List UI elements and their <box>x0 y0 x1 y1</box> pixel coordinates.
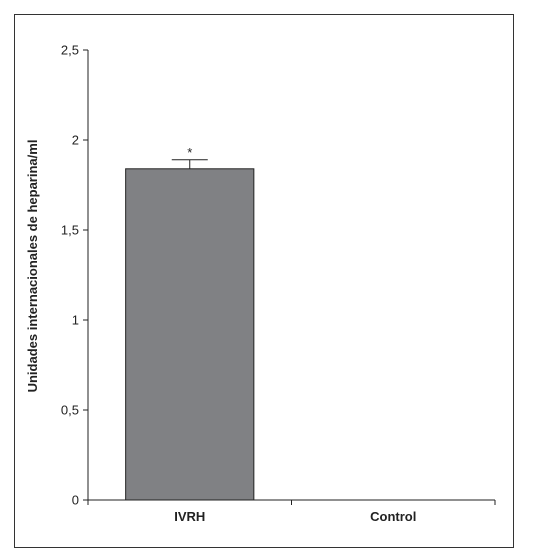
significance-marker: * <box>187 145 192 160</box>
y-axis: 0 0,5 1 1,5 2 2,5 <box>61 43 89 508</box>
y-axis-title: Unidades internacionales de heparina/ml <box>25 140 40 393</box>
y-tick-label: 1,5 <box>61 223 79 238</box>
bar <box>125 168 255 501</box>
x-axis: IVRH Control <box>87 499 496 524</box>
y-tick-label: 1 <box>72 313 79 328</box>
error-bar <box>171 159 208 169</box>
x-tick-label: Control <box>370 509 416 524</box>
y-tick-label: 2,5 <box>61 43 79 58</box>
y-tick-label: 0,5 <box>61 403 79 418</box>
y-tick-label: 0 <box>72 493 79 508</box>
y-tick-label: 2 <box>72 133 79 148</box>
chart-frame <box>14 14 514 548</box>
bars: * <box>125 145 255 501</box>
x-tick-label: IVRH <box>174 509 205 524</box>
